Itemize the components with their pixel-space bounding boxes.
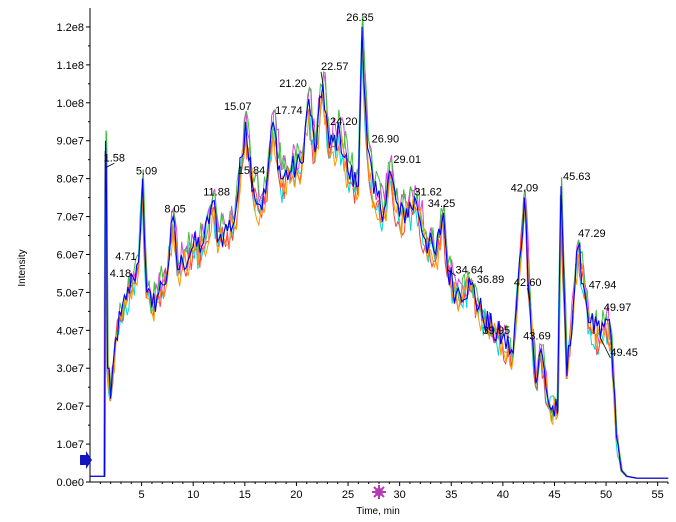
y-tick-label: 4.0e7: [56, 325, 84, 337]
peak-leader-line: [447, 269, 456, 276]
peak-label: 49.97: [604, 302, 632, 314]
y-tick-label: 1.1e8: [56, 60, 84, 72]
x-tick-label: 15: [239, 489, 251, 501]
peak-label: 4.18: [110, 268, 131, 280]
y-tick-label: 0.0e0: [56, 477, 84, 489]
peak-leader-line: [251, 175, 254, 191]
x-tick-label: 20: [290, 489, 302, 501]
peak-label: 36.89: [477, 274, 505, 286]
start-marker-icon: [80, 451, 92, 469]
peak-label: 43.69: [523, 330, 551, 342]
y-tick-label: 3.0e7: [56, 363, 84, 375]
peak-label: 45.63: [563, 171, 591, 183]
series-trace-2: [90, 13, 669, 479]
x-axis-title: Time, min: [356, 506, 400, 517]
y-tick-label: 9.0e7: [56, 136, 84, 148]
peak-label: 42.60: [514, 277, 542, 289]
peak-label: 26.90: [372, 133, 400, 145]
series-trace-main: [90, 26, 668, 479]
axes: 0.0e0 1.0e7 2.0e7 3.0e7 4.0e7 5.0e7 6.0e7 7.0e7…: [56, 8, 669, 501]
x-tick-label: 5: [139, 489, 145, 501]
peak-label: 1.58: [104, 152, 125, 164]
peak-label: 31.62: [414, 186, 442, 198]
peak-label: 4.71: [115, 251, 136, 263]
peak-label: 21.20: [279, 78, 307, 90]
peak-label: 47.29: [578, 228, 606, 240]
x-tick-label: 35: [445, 489, 457, 501]
peak-label: 42.09: [511, 183, 539, 195]
peak-labels: 1.58 4.18 4.71 5.09 8.05 11.88 15.07 15.84 17.74…: [104, 12, 638, 359]
y-tick-label: 1.0e8: [56, 98, 84, 110]
peak-label: 39.95: [483, 325, 511, 337]
peak-label: 26.35: [346, 12, 374, 24]
x-tick-label: 30: [394, 489, 406, 501]
x-tick-label: 10: [187, 489, 199, 501]
peak-label: 8.05: [164, 204, 185, 216]
y-tick-label: 5.0e7: [56, 287, 84, 299]
y-tick-label: 1.2e8: [56, 22, 84, 34]
cursor-marker-icon[interactable]: [372, 485, 386, 499]
peak-label: 47.94: [589, 279, 617, 291]
x-tick-label: 50: [600, 489, 612, 501]
x-tick-label: 40: [497, 489, 509, 501]
peak-label: 15.84: [238, 165, 266, 177]
peak-leader-line: [600, 337, 611, 359]
y-axis-title: Intensity: [17, 249, 28, 286]
x-tick-label: 45: [548, 489, 560, 501]
series-trace-5: [90, 40, 669, 479]
x-tick-label: 25: [342, 489, 354, 501]
peak-label: 29.01: [393, 154, 421, 166]
series-traces: [89, 13, 669, 479]
peak-label: 11.88: [203, 186, 230, 198]
peak-label: 22.57: [321, 61, 349, 73]
y-tick-label: 1.0e7: [56, 439, 84, 451]
peak-leader-line: [106, 162, 115, 168]
y-tick-label: 6.0e7: [56, 249, 84, 261]
peak-label: 17.74: [275, 105, 303, 117]
peak-label: 34.25: [428, 198, 456, 210]
y-tick-label: 8.0e7: [56, 174, 84, 186]
peak-label: 15.07: [224, 101, 252, 113]
y-tick-label: 7.0e7: [56, 212, 84, 224]
peak-label: 34.64: [456, 265, 484, 277]
peak-label: 49.45: [610, 347, 638, 359]
peak-label: 5.09: [136, 166, 157, 178]
peak-leader-line: [527, 287, 531, 301]
y-tick-label: 2.0e7: [56, 401, 84, 413]
peak-leader-line: [320, 71, 324, 84]
peak-label: 24.20: [330, 116, 358, 128]
x-tick-label: 55: [652, 489, 664, 501]
